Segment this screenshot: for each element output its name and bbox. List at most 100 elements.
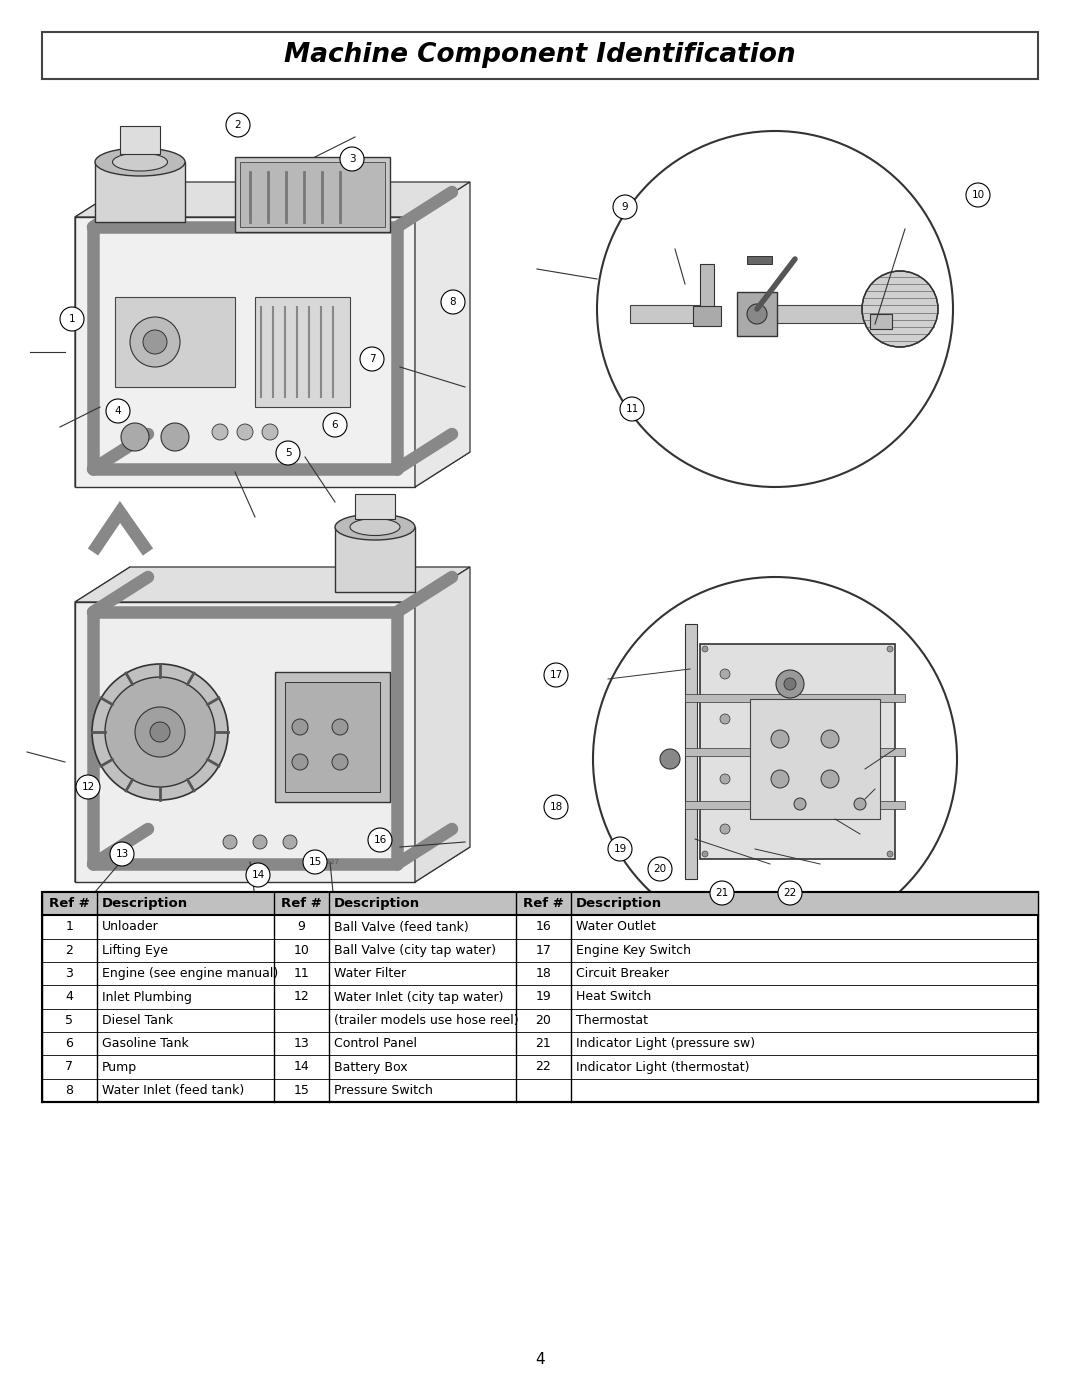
Text: Water Inlet (feed tank): Water Inlet (feed tank): [102, 1084, 244, 1097]
Circle shape: [544, 795, 568, 819]
Circle shape: [92, 664, 228, 800]
Circle shape: [368, 828, 392, 852]
Text: 9: 9: [297, 921, 306, 933]
Text: 19: 19: [613, 844, 626, 854]
Text: 13: 13: [116, 849, 129, 859]
Bar: [693, 306, 721, 326]
Polygon shape: [75, 217, 415, 488]
Ellipse shape: [335, 514, 415, 541]
Text: 15: 15: [294, 1084, 309, 1097]
Text: 10: 10: [294, 944, 309, 957]
Text: Machine Component Identification: Machine Component Identification: [284, 42, 796, 68]
Text: Indicator Light (thermostat): Indicator Light (thermostat): [576, 1060, 750, 1073]
Text: Gasoline Tank: Gasoline Tank: [102, 1037, 189, 1051]
Bar: [95, 162, 185, 222]
Circle shape: [253, 835, 267, 849]
Text: 16: 16: [536, 921, 552, 933]
Bar: [685, 694, 905, 701]
Text: Control Panel: Control Panel: [334, 1037, 417, 1051]
Text: Ref #: Ref #: [49, 897, 90, 911]
Text: 10: 10: [971, 190, 985, 200]
Text: 6: 6: [332, 420, 338, 430]
Text: Ref #: Ref #: [523, 897, 564, 911]
Text: Diesel Tank: Diesel Tank: [102, 1014, 173, 1027]
Circle shape: [292, 719, 308, 735]
Circle shape: [340, 147, 364, 170]
Text: Description: Description: [102, 897, 188, 911]
Text: Water Outlet: Water Outlet: [576, 921, 656, 933]
Text: 5: 5: [66, 1014, 73, 1027]
Circle shape: [237, 425, 253, 440]
Circle shape: [854, 798, 866, 810]
Bar: [285, 682, 380, 792]
Circle shape: [246, 863, 270, 887]
Circle shape: [710, 882, 734, 905]
Text: 9: 9: [622, 203, 629, 212]
Circle shape: [292, 754, 308, 770]
Circle shape: [60, 307, 84, 331]
Bar: [240, 162, 384, 226]
Circle shape: [130, 317, 180, 367]
Text: 2: 2: [66, 944, 73, 957]
Text: Thermostat: Thermostat: [576, 1014, 648, 1027]
Text: 18: 18: [536, 967, 552, 981]
Text: Inlet Plumbing: Inlet Plumbing: [102, 990, 191, 1003]
Text: Circuit Breaker: Circuit Breaker: [576, 967, 669, 981]
Circle shape: [608, 837, 632, 861]
Text: 1: 1: [66, 921, 73, 933]
Circle shape: [648, 856, 672, 882]
Text: Lifting Eye: Lifting Eye: [102, 944, 167, 957]
Text: (trailer models use hose reel): (trailer models use hose reel): [334, 1014, 518, 1027]
Circle shape: [613, 196, 637, 219]
Text: Water Filter: Water Filter: [334, 967, 406, 981]
Text: 14: 14: [294, 1060, 309, 1073]
Text: 22: 22: [536, 1060, 552, 1073]
Bar: [630, 305, 710, 323]
Bar: [737, 292, 777, 337]
Circle shape: [283, 835, 297, 849]
Text: 12: 12: [81, 782, 95, 792]
Circle shape: [821, 731, 839, 747]
Text: 20: 20: [653, 863, 666, 875]
Bar: [685, 624, 697, 879]
Bar: [42, 893, 1038, 1102]
Circle shape: [887, 851, 893, 856]
Text: Battery Box: Battery Box: [334, 1060, 407, 1073]
Circle shape: [323, 414, 347, 437]
Bar: [355, 495, 395, 520]
Circle shape: [212, 425, 228, 440]
Text: 21: 21: [715, 888, 729, 898]
Polygon shape: [75, 182, 470, 217]
Text: Description: Description: [334, 897, 420, 911]
Text: Description: Description: [576, 897, 662, 911]
Text: 8: 8: [449, 298, 457, 307]
Circle shape: [720, 669, 730, 679]
Polygon shape: [75, 567, 470, 602]
Bar: [120, 126, 160, 154]
Bar: [747, 256, 772, 264]
Text: 4: 4: [536, 1351, 544, 1366]
Text: Water Inlet (city tap water): Water Inlet (city tap water): [334, 990, 503, 1003]
Text: Unloader: Unloader: [102, 921, 159, 933]
Text: 2: 2: [234, 120, 241, 130]
Circle shape: [303, 849, 327, 875]
Text: 7: 7: [368, 353, 376, 365]
Circle shape: [777, 671, 804, 698]
Circle shape: [441, 291, 465, 314]
Text: 4: 4: [114, 407, 121, 416]
Polygon shape: [750, 698, 880, 819]
Text: 3: 3: [349, 154, 355, 163]
Bar: [685, 802, 905, 809]
Bar: [755, 305, 875, 323]
Circle shape: [222, 835, 237, 849]
Circle shape: [821, 770, 839, 788]
Circle shape: [794, 798, 806, 810]
Bar: [870, 314, 892, 330]
Circle shape: [778, 882, 802, 905]
Text: Ball Valve (city tap water): Ball Valve (city tap water): [334, 944, 496, 957]
Text: 8: 8: [66, 1084, 73, 1097]
Polygon shape: [415, 182, 470, 488]
Circle shape: [771, 770, 789, 788]
Bar: [700, 264, 714, 319]
Circle shape: [150, 722, 170, 742]
